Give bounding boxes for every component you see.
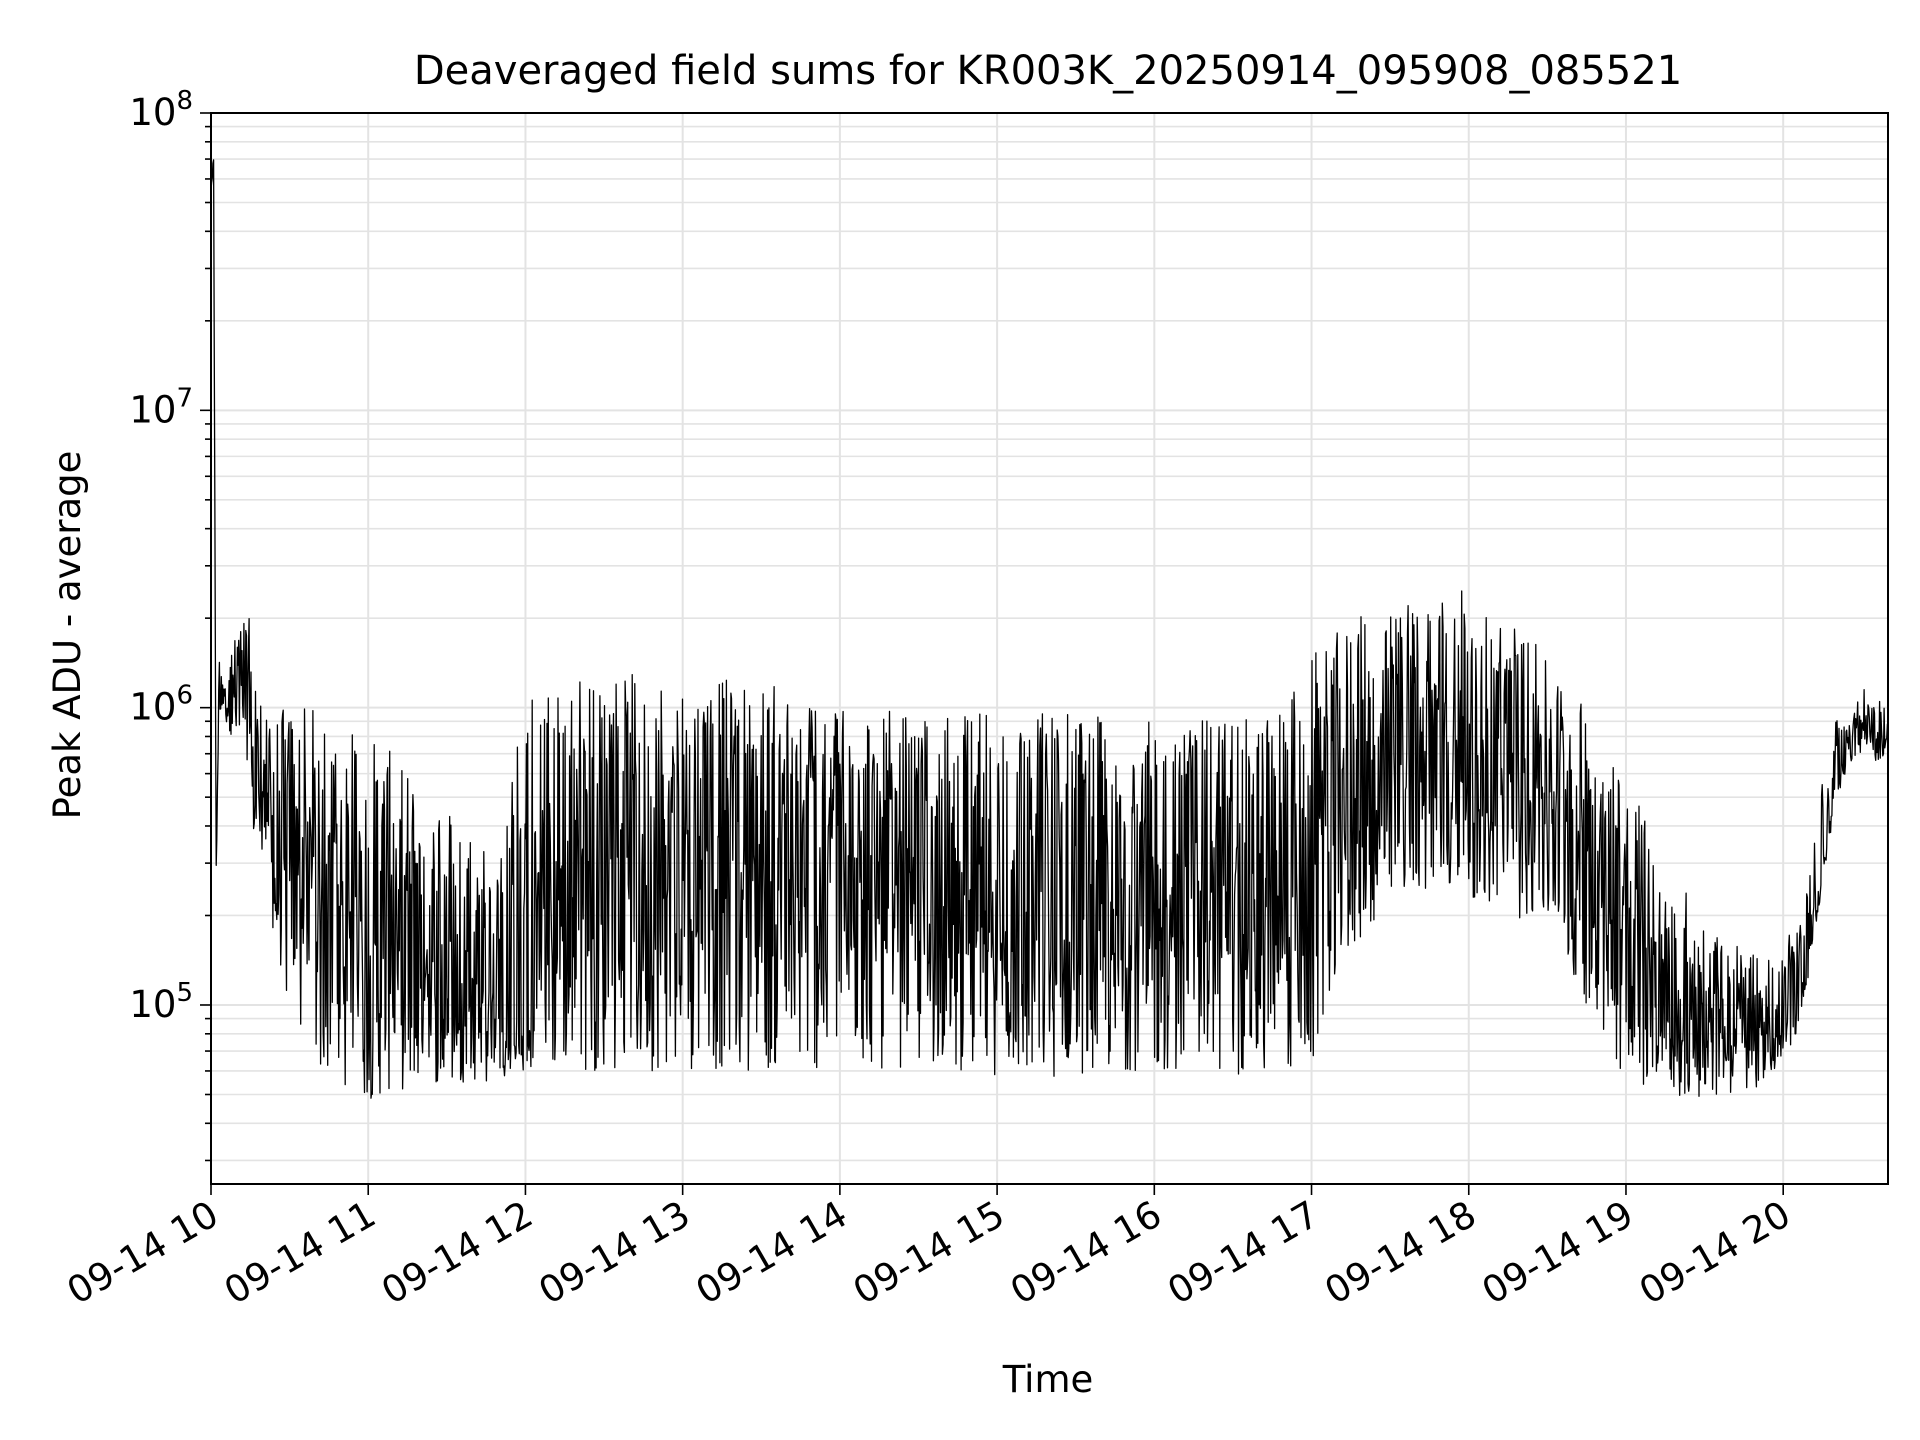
y-tick-base: 10 bbox=[129, 388, 176, 431]
y-tick-exponent: 7 bbox=[176, 383, 193, 413]
y-tick-label: 106 bbox=[129, 681, 193, 729]
y-tick-exponent: 6 bbox=[176, 681, 193, 711]
series-line bbox=[210, 159, 1889, 1099]
y-tick-label: 108 bbox=[129, 86, 193, 134]
y-axis-label: Peak ADU - average bbox=[46, 451, 89, 820]
plot-frame bbox=[210, 112, 1889, 1185]
y-tick-label: 105 bbox=[129, 978, 193, 1026]
y-tick-exponent: 8 bbox=[176, 86, 193, 116]
y-tick-exponent: 5 bbox=[176, 978, 193, 1008]
y-tick-label: 107 bbox=[129, 383, 193, 431]
y-tick-base: 10 bbox=[129, 983, 176, 1026]
x-axis-label: Time bbox=[1002, 1358, 1094, 1401]
y-tick-base: 10 bbox=[129, 91, 176, 134]
y-tick-base: 10 bbox=[129, 686, 176, 729]
data-layer bbox=[210, 159, 1889, 1099]
chart-title: Deaveraged field sums for KR003K_2025091… bbox=[414, 48, 1682, 94]
